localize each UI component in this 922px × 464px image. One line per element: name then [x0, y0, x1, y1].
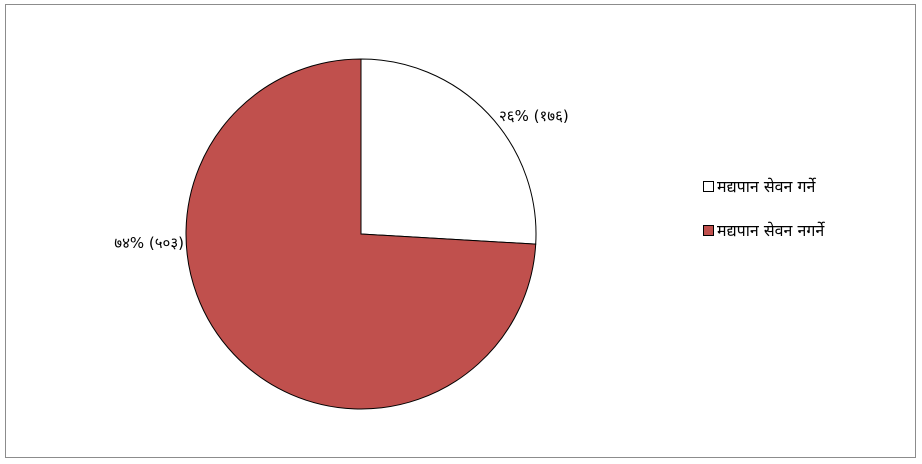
pie-slice-drinkers — [360, 58, 537, 245]
data-label-drinkers: २६% (१७६) — [499, 107, 569, 125]
pie-slices — [185, 58, 537, 410]
pie-chart: २६% (१७६) ७४% (५०३) — [114, 58, 569, 410]
legend: मद्यपान सेवन गर्ने मद्यपान सेवन नगर्ने — [703, 175, 824, 263]
legend-item-drinkers: मद्यपान सेवन गर्ने — [703, 175, 824, 197]
legend-item-non-drinkers: मद्यपान सेवन नगर्ने — [703, 219, 824, 241]
legend-swatch-drinkers — [703, 180, 714, 192]
legend-swatch-non-drinkers — [703, 224, 714, 236]
data-label-non-drinkers: ७४% (५०३) — [114, 234, 184, 252]
legend-label-non-drinkers: मद्यपान सेवन नगर्ने — [717, 221, 825, 240]
chart-area: २६% (१७६) ७४% (५०३) मद्यपान सेवन गर्ने म… — [5, 4, 916, 458]
legend-label-drinkers: मद्यपान सेवन गर्ने — [717, 177, 816, 196]
pie-slice-non-drinkers — [185, 58, 537, 410]
